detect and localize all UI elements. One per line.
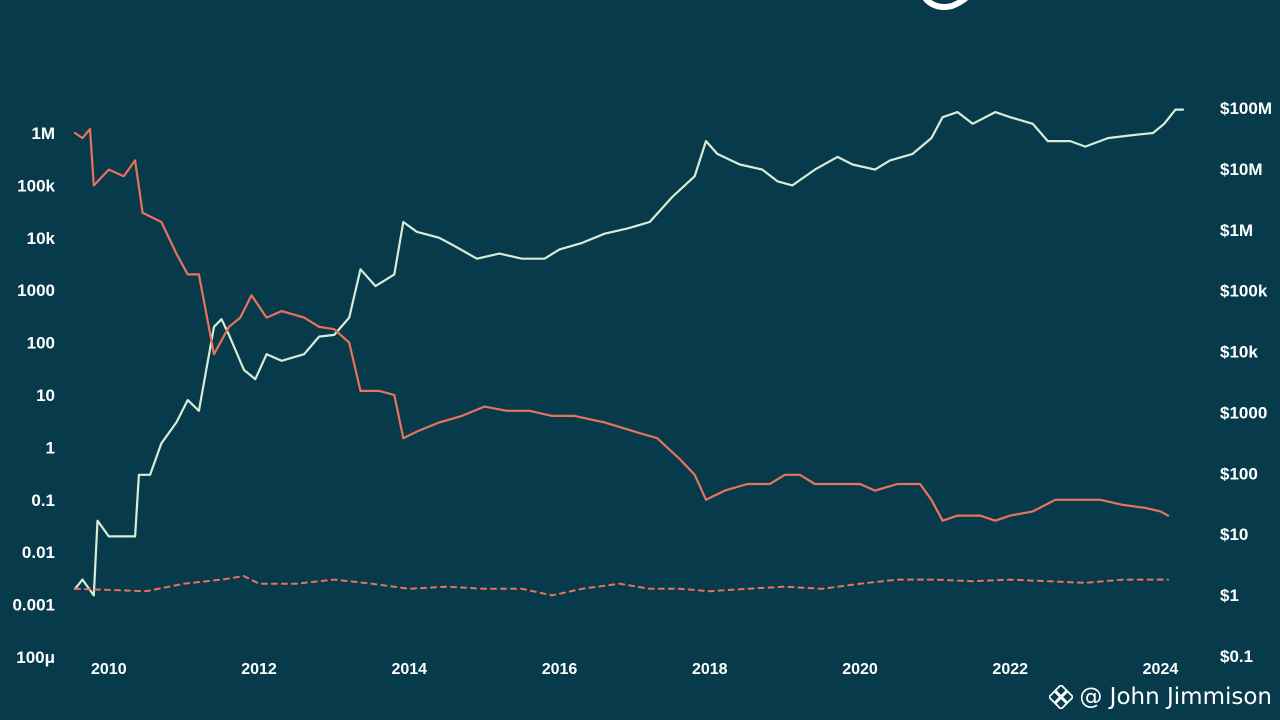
binance-logo-icon xyxy=(1049,685,1074,709)
x-axis-ticks: 2010 2012 2014 2016 2018 2020 2022 2024 xyxy=(91,661,1178,678)
watermark-handle: @ John Jimmison xyxy=(1079,684,1272,710)
left-tick-label: 1 xyxy=(46,438,55,457)
left-tick-label: 10k xyxy=(27,229,56,248)
right-tick-label: $1M xyxy=(1220,221,1253,240)
x-tick-label: 2024 xyxy=(1143,661,1179,678)
series-line-dashed xyxy=(74,575,1169,597)
right-tick-label: $100 xyxy=(1220,464,1258,483)
left-axis-ticks: 1M 100k 10k 1000 100 10 1 0.1 0.01 0.001 100μ xyxy=(12,124,55,667)
x-tick-label: 2018 xyxy=(692,661,728,678)
left-tick-label: 10 xyxy=(36,386,55,405)
left-tick-label: 100μ xyxy=(16,648,55,667)
left-tick-label: 1000 xyxy=(17,281,55,300)
left-tick-label: 0.01 xyxy=(22,543,55,562)
series-line-price xyxy=(73,108,1185,597)
right-tick-label: $0.1 xyxy=(1220,647,1253,666)
x-tick-label: 2012 xyxy=(241,661,277,678)
right-tick-label: $10 xyxy=(1220,525,1248,544)
right-tick-label: $10k xyxy=(1220,343,1258,362)
series-line-decline xyxy=(73,127,1170,522)
right-axis-ticks: $100M $10M $1M $100k $10k $1000 $100 $10 $1 $0.1 xyxy=(1220,99,1272,666)
left-tick-label: 100k xyxy=(17,176,55,195)
x-tick-label: 2016 xyxy=(542,661,578,678)
x-tick-label: 2020 xyxy=(842,661,878,678)
left-tick-label: 0.001 xyxy=(12,596,55,615)
right-tick-label: $10M xyxy=(1220,160,1263,179)
left-tick-label: 0.1 xyxy=(31,491,55,510)
left-tick-label: 1M xyxy=(31,124,55,143)
watermark: @ John Jimmison xyxy=(1049,684,1272,710)
x-tick-label: 2022 xyxy=(992,661,1028,678)
right-tick-label: $1000 xyxy=(1220,403,1267,422)
x-tick-label: 2010 xyxy=(91,661,127,678)
x-tick-label: 2014 xyxy=(391,661,427,678)
right-tick-label: $1 xyxy=(1220,586,1239,605)
left-tick-label: 100 xyxy=(27,334,55,353)
right-tick-label: $100k xyxy=(1220,282,1268,301)
series-layer xyxy=(73,108,1185,597)
right-tick-label: $100M xyxy=(1220,99,1272,118)
title-glyph-fragment xyxy=(922,0,969,10)
